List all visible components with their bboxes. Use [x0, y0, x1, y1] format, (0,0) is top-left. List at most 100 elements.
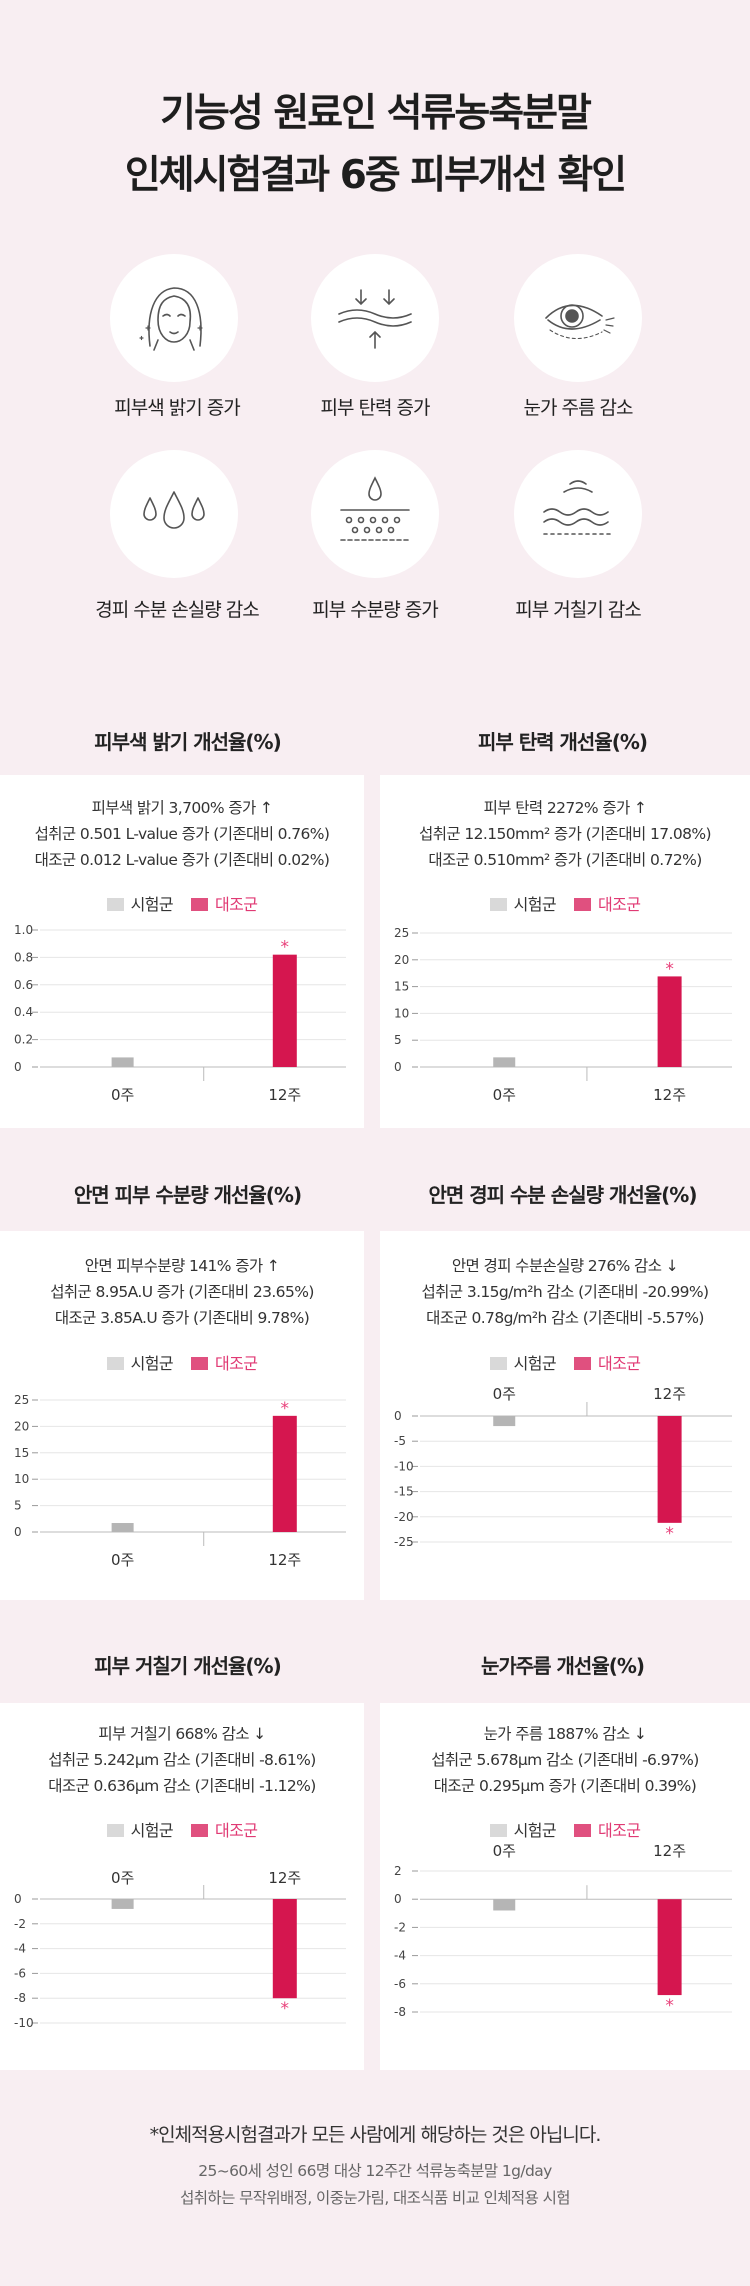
legend-swatch-test	[106, 898, 124, 911]
x-category-label: 12주	[268, 1086, 301, 1104]
y-tick-label: 15	[394, 980, 409, 994]
section-title-tewl: 안면 경피 수분 손실량 개선율(%)	[428, 1183, 698, 1207]
chart-description: 피부 탄력 2272% 증가 ↑ 섭취군 12.150mm² 증가 (기존대비 1…	[380, 795, 750, 873]
y-tick-label: -4	[14, 1942, 26, 1956]
y-tick-label: -2	[394, 1920, 406, 1934]
legend-swatch-control	[191, 1357, 208, 1370]
chart-card-elasticity: 피부 탄력 2272% 증가 ↑ 섭취군 12.150mm² 증가 (기존대비 1…	[380, 775, 750, 1128]
skin-roughness-icon	[514, 450, 642, 578]
legend-swatch-test	[489, 898, 507, 911]
chart-legend: 시험군 대조군	[0, 891, 364, 915]
bar-week0	[111, 1057, 134, 1067]
legend-label-control: 대조군	[598, 1821, 641, 1840]
bar-week0	[493, 1057, 516, 1067]
y-tick-label: -2	[14, 1917, 26, 1931]
legend-label-control: 대조군	[215, 1821, 258, 1840]
description-line: 섭취군 3.15g/m²h 감소 (기존대비 -20.99%)	[421, 1283, 710, 1301]
description-line: 대조군 0.636µm 감소 (기존대비 -1.12%)	[48, 1777, 316, 1795]
chart-description: 안면 피부수분량 141% 증가 ↑ 섭취군 8.95A.U 증가 (기존대비 2…	[0, 1253, 364, 1331]
significance-asterisk: *	[281, 1999, 290, 2019]
x-category-label: 0주	[493, 1086, 516, 1104]
description-line: 섭취군 8.95A.U 증가 (기존대비 23.65%)	[50, 1283, 314, 1301]
legend-label-test: 시험군	[513, 1821, 557, 1840]
x-category-label: 0주	[493, 1385, 516, 1403]
legend-swatch-control	[191, 1824, 208, 1837]
y-tick-label: 0	[14, 1892, 22, 1906]
chart-description: 피부색 밝기 3,700% 증가 ↑ 섭취군 0.501 L-value 증가 (…	[0, 795, 364, 873]
chart-description: 안면 경피 수분손실량 276% 감소 ↓ 섭취군 3.15g/m²h 감소 (기…	[380, 1253, 750, 1331]
legend-swatch-test	[106, 1824, 124, 1837]
significance-asterisk: *	[665, 959, 674, 979]
bar-week0	[111, 1523, 134, 1532]
y-tick-label: 1.0	[14, 923, 33, 937]
legend-swatch-control	[574, 898, 591, 911]
description-line: 대조군 0.78g/m²h 감소 (기존대비 -5.57%)	[426, 1309, 704, 1327]
section-title-roughness: 피부 거칠기 개선율(%)	[94, 1654, 281, 1678]
bar-chart-roughness: 0 -2 -4 -6 -8 -10 0주 12주 *	[14, 1869, 346, 2030]
x-category-label: 0주	[111, 1869, 134, 1887]
bar-chart-brightness: 0 0.2 0.4 0.6 0.8 1.0 0주 12주 *	[14, 923, 346, 1104]
skin-moisture-icon	[311, 450, 439, 578]
chart-card-eye-wrinkle: 눈가 주름 1887% 감소 ↓ 섭취군 5.678µm 감소 (기존대비 -6.…	[380, 1703, 750, 2070]
bar-chart-elasticity: 0 5 10 15 20 25 0주 12주 *	[394, 926, 732, 1104]
y-tick-label: -20	[394, 1510, 414, 1524]
x-category-label: 12주	[268, 1869, 301, 1887]
x-category-label: 0주	[493, 1842, 516, 1860]
bar-week12	[272, 954, 297, 1067]
y-tick-label: 0.8	[14, 950, 33, 964]
bar-week0	[493, 1416, 516, 1427]
y-tick-label: 25	[14, 1393, 29, 1407]
bar-week12	[657, 1899, 682, 1996]
description-line: 대조군 0.295µm 증가 (기존대비 0.39%)	[433, 1777, 697, 1795]
chart-legend: 시험군 대조군	[380, 891, 750, 915]
y-tick-label: 15	[14, 1446, 29, 1460]
y-tick-label: 0	[394, 1060, 402, 1074]
chart-legend: 시험군 대조군	[380, 1350, 750, 1374]
y-tick-label: -5	[394, 1434, 406, 1448]
y-tick-label: -6	[394, 1977, 406, 1991]
legend-label-control: 대조군	[598, 895, 641, 914]
legend-label-test: 시험군	[130, 1354, 174, 1373]
significance-asterisk: *	[281, 938, 290, 958]
description-line: 섭취군 5.242µm 감소 (기존대비 -8.61%)	[48, 1751, 316, 1769]
bar-week12	[657, 1416, 682, 1523]
legend-label-test: 시험군	[130, 895, 174, 914]
description-line: 안면 경피 수분손실량 276% 감소 ↓	[451, 1257, 679, 1275]
benefit-label-moisture: 피부 수분량 증가	[312, 599, 438, 621]
legend-label-test: 시험군	[513, 1354, 557, 1373]
bar-week0	[493, 1899, 516, 1911]
bar-week12	[657, 976, 682, 1067]
description-line: 피부 거칠기 668% 감소 ↓	[98, 1725, 266, 1743]
y-tick-label: 5	[14, 1499, 22, 1513]
section-title-eye-wrinkle: 눈가주름 개선율(%)	[480, 1654, 645, 1678]
description-line: 대조군 0.012 L-value 증가 (기존대비 0.02%)	[34, 851, 330, 869]
benefit-label-elasticity: 피부 탄력 증가	[320, 397, 431, 419]
chart-card-moisture: 안면 피부수분량 141% 증가 ↑ 섭취군 8.95A.U 증가 (기존대비 2…	[0, 1231, 364, 1600]
benefit-label-eye-wrinkle: 눈가 주름 감소	[523, 397, 634, 419]
legend-swatch-control	[574, 1824, 591, 1837]
y-tick-label: 0	[394, 1409, 402, 1423]
x-category-label: 12주	[653, 1842, 686, 1860]
x-category-label: 12주	[268, 1551, 301, 1569]
x-category-label: 0주	[111, 1551, 134, 1569]
study-description-line2: 섭취하는 무작위배정, 이중눈가림, 대조식품 비교 인체적용 시험	[180, 2189, 570, 2207]
y-tick-label: -25	[394, 1535, 414, 1549]
chart-legend: 시험군 대조군	[0, 1817, 364, 1841]
y-tick-label: 0.4	[14, 1005, 33, 1019]
description-line: 섭취군 5.678µm 감소 (기존대비 -6.97%)	[431, 1751, 699, 1769]
bar-week12	[272, 1415, 297, 1532]
skin-elasticity-icon	[311, 254, 439, 382]
y-tick-label: 0.2	[14, 1033, 33, 1047]
benefit-label-transepidermal: 경피 수분 손실량 감소	[95, 599, 259, 621]
y-tick-label: -6	[14, 1966, 26, 1980]
chart-card-roughness: 피부 거칠기 668% 감소 ↓ 섭취군 5.242µm 감소 (기존대비 -8.…	[0, 1703, 364, 2070]
description-line: 섭취군 0.501 L-value 증가 (기존대비 0.76%)	[34, 825, 330, 843]
study-description-line1: 25~60세 성인 66명 대상 12주간 석류농축분말 1g/day	[198, 2162, 552, 2180]
y-tick-label: 0.6	[14, 978, 33, 992]
y-tick-label: -8	[394, 2005, 406, 2019]
legend-swatch-control	[191, 898, 208, 911]
significance-asterisk: *	[665, 1524, 674, 1544]
legend-label-test: 시험군	[130, 1821, 174, 1840]
section-title-moisture: 안면 피부 수분량 개선율(%)	[73, 1183, 302, 1207]
y-tick-label: -10	[394, 1459, 414, 1473]
